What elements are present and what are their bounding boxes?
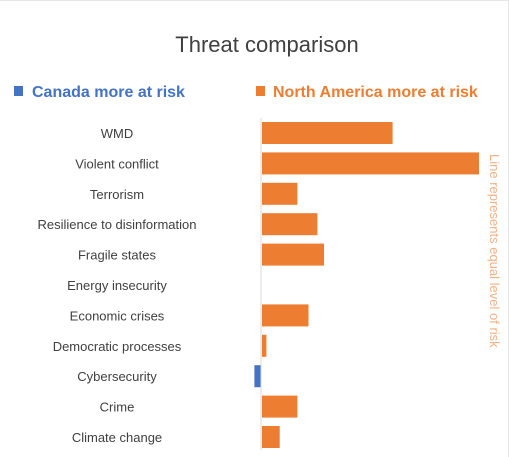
category-label-energy-insecurity: Energy insecurity: [67, 278, 167, 293]
category-label-resilience-to-disinformation: Resilience to disinformation: [38, 217, 197, 232]
bar-fragile-states: [262, 243, 324, 266]
category-label-fragile-states: Fragile states: [78, 248, 157, 263]
bar-economic-crises: [262, 304, 309, 327]
bar-cybersecurity: [254, 365, 261, 388]
category-label-democratic-processes: Democratic processes: [53, 339, 182, 354]
category-labels: WMD Violent conflict Terrorism Resilience t…: [38, 126, 197, 445]
bar-climate-change: [262, 426, 280, 448]
category-label-crime: Crime: [100, 400, 135, 415]
equal-risk-annotation: Line represents equal level of risk: [487, 154, 502, 348]
legend: Canada more at risk North America more a…: [14, 84, 478, 101]
legend-label-canada: Canada more at risk: [32, 84, 185, 101]
bar-democratic-processes: [262, 334, 267, 357]
bar-crime: [262, 395, 298, 418]
bar-terrorism: [262, 182, 298, 205]
category-label-wmd: WMD: [101, 126, 134, 141]
bar-resilience-to-disinformation: [262, 213, 318, 236]
bar-violent-conflict: [262, 152, 479, 175]
category-label-violent-conflict: Violent conflict: [75, 156, 159, 171]
category-label-economic-crises: Economic crises: [70, 308, 165, 323]
legend-swatch-north-america: [256, 86, 265, 96]
category-label-climate-change: Climate change: [72, 430, 162, 445]
chart-title: Threat comparison: [175, 32, 358, 57]
legend-label-north-america: North America more at risk: [273, 84, 478, 101]
category-label-terrorism: Terrorism: [90, 187, 144, 202]
legend-swatch-canada: [14, 86, 23, 96]
chart-border-top: [0, 0, 509, 1]
bars: [254, 122, 479, 448]
bar-wmd: [262, 122, 393, 144]
category-label-cybersecurity: Cybersecurity: [77, 369, 157, 384]
